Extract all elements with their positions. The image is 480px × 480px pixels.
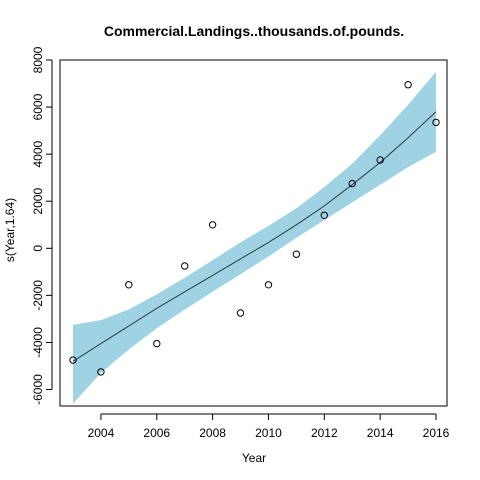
x-axis: 2004 2006 2008 2010 2012 2014 2016 <box>88 413 450 440</box>
y-axis-label: s(Year,1.64) <box>3 198 17 262</box>
data-point <box>320 211 328 220</box>
data-points-layer <box>69 81 440 376</box>
x-axis-label: Year <box>242 451 266 465</box>
plot-frame <box>59 59 448 407</box>
data-point <box>376 156 384 164</box>
confidence-band <box>73 71 436 404</box>
smooth-line-layer <box>72 111 437 362</box>
y-tick-label: 8000 <box>31 46 45 73</box>
smooth-fit-line <box>72 111 437 362</box>
x-tick-label: 2010 <box>255 426 282 440</box>
x-tick-label: 2016 <box>423 426 450 440</box>
y-tick-label: 4000 <box>31 140 45 167</box>
x-tick-label: 2004 <box>88 426 115 440</box>
data-point <box>153 339 161 348</box>
x-tick-label: 2006 <box>143 426 170 440</box>
data-point <box>97 368 105 376</box>
y-tick-label: 2000 <box>31 188 45 215</box>
data-point <box>348 179 356 188</box>
confidence-band-layer <box>73 71 436 404</box>
y-tick-label: -4000 <box>31 327 45 358</box>
y-tick-label: -2000 <box>31 280 45 311</box>
data-point <box>208 221 217 229</box>
data-point <box>264 281 273 289</box>
y-tick-label: -6000 <box>31 374 45 405</box>
data-point <box>69 356 77 364</box>
x-tick-label: 2014 <box>367 426 394 440</box>
data-point <box>432 118 440 127</box>
x-tick-label: 2012 <box>311 426 338 440</box>
chart-title: Commercial.Landings..thousands.of.pounds… <box>104 23 404 39</box>
y-tick-label: 6000 <box>31 93 45 120</box>
y-axis: -6000 -4000 -2000 0 2000 4000 6000 8000 <box>31 46 53 405</box>
data-point <box>125 281 133 289</box>
data-point <box>404 81 412 89</box>
x-tick-label: 2008 <box>199 426 226 440</box>
data-point <box>292 250 301 258</box>
data-point <box>236 309 245 317</box>
y-tick-label: 0 <box>31 245 45 252</box>
data-point <box>181 262 189 270</box>
